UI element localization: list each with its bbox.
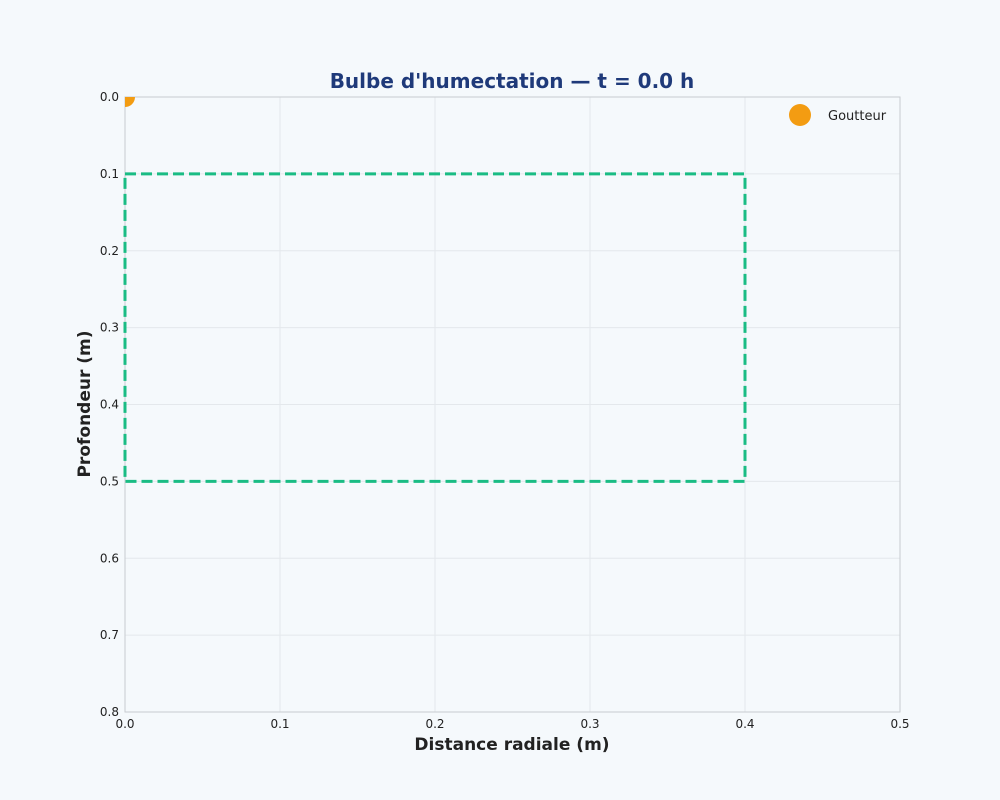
x-tick-labels: 0.0 0.1 0.2 0.3 0.4 0.5 bbox=[115, 717, 909, 731]
marker-goutteur bbox=[125, 97, 135, 107]
legend-label-goutteur: Goutteur bbox=[828, 109, 887, 124]
legend: Goutteur bbox=[789, 104, 887, 126]
x-tick-label: 0.2 bbox=[425, 717, 444, 731]
x-axis-label: Distance radiale (m) bbox=[414, 735, 609, 755]
y-tick-label: 0.1 bbox=[100, 167, 119, 181]
marker-layer bbox=[125, 97, 135, 107]
y-tick-label: 0.2 bbox=[100, 244, 119, 258]
y-axis-label: Profondeur (m) bbox=[75, 330, 95, 477]
legend-marker-goutteur bbox=[789, 104, 811, 126]
y-tick-label: 0.0 bbox=[100, 90, 119, 104]
zone-layer bbox=[123, 172, 747, 483]
x-tick-label: 0.1 bbox=[270, 717, 289, 731]
y-tick-labels: 0.0 0.1 0.2 0.3 0.4 0.5 0.6 0.7 0.8 bbox=[100, 90, 119, 719]
x-tick-label: 0.4 bbox=[735, 717, 754, 731]
x-tick-label: 0.3 bbox=[580, 717, 599, 731]
y-tick-label: 0.8 bbox=[100, 705, 119, 719]
wetting-zone-rect bbox=[123, 172, 747, 483]
y-tick-label: 0.5 bbox=[100, 474, 119, 488]
y-tick-label: 0.4 bbox=[100, 398, 119, 412]
y-tick-label: 0.7 bbox=[100, 628, 119, 642]
chart-title: Bulbe d'humectation — t = 0.0 h bbox=[330, 69, 695, 93]
y-tick-label: 0.3 bbox=[100, 321, 119, 335]
x-tick-label: 0.5 bbox=[890, 717, 909, 731]
x-tick-label: 0.0 bbox=[115, 717, 134, 731]
y-tick-label: 0.6 bbox=[100, 551, 119, 565]
